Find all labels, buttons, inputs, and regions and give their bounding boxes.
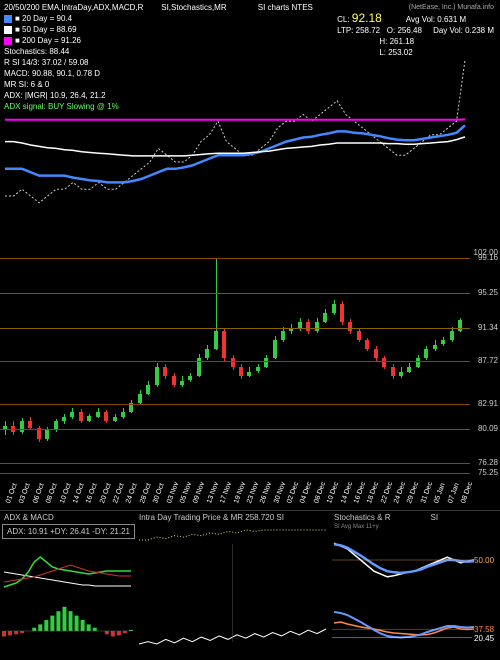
intraday-svg xyxy=(135,524,330,654)
price-scale xyxy=(470,250,500,480)
stoch-rsi-svg: 50.00 20.4537.58 xyxy=(330,530,500,655)
intraday-panel: Intra Day Trading Price & MR 258.720 SI xyxy=(135,510,330,660)
p1-title: ADX & MACD xyxy=(0,511,135,524)
svg-text:50.00: 50.00 xyxy=(474,556,495,565)
svg-text:20.45: 20.45 xyxy=(474,634,495,643)
adx-macd-panel: ADX & MACD ADX: 10.91 +DY: 26.41 -DY: 21… xyxy=(0,510,135,660)
p1-sub: ADX: 10.91 +DY: 26.41 -DY: 21.21 xyxy=(2,524,135,539)
indicator-panels: ADX & MACD ADX: 10.91 +DY: 26.41 -DY: 21… xyxy=(0,510,500,660)
p3-title-r: SI xyxy=(430,513,438,522)
date-axis: 01 Oct03 Oct06 Oct08 Oct10 Oct14 Oct16 O… xyxy=(0,480,470,508)
svg-text:37.58: 37.58 xyxy=(474,625,495,634)
ema-chart xyxy=(0,0,470,240)
stoch-rsi-panel: Stochastics & R SI SI Avg Max 11+y 50.00… xyxy=(330,510,500,660)
p3-title-l: Stochastics & R xyxy=(334,513,390,522)
p2-title: Intra Day Trading Price & MR 258.720 SI xyxy=(135,511,330,524)
adx-macd-svg xyxy=(0,539,135,659)
